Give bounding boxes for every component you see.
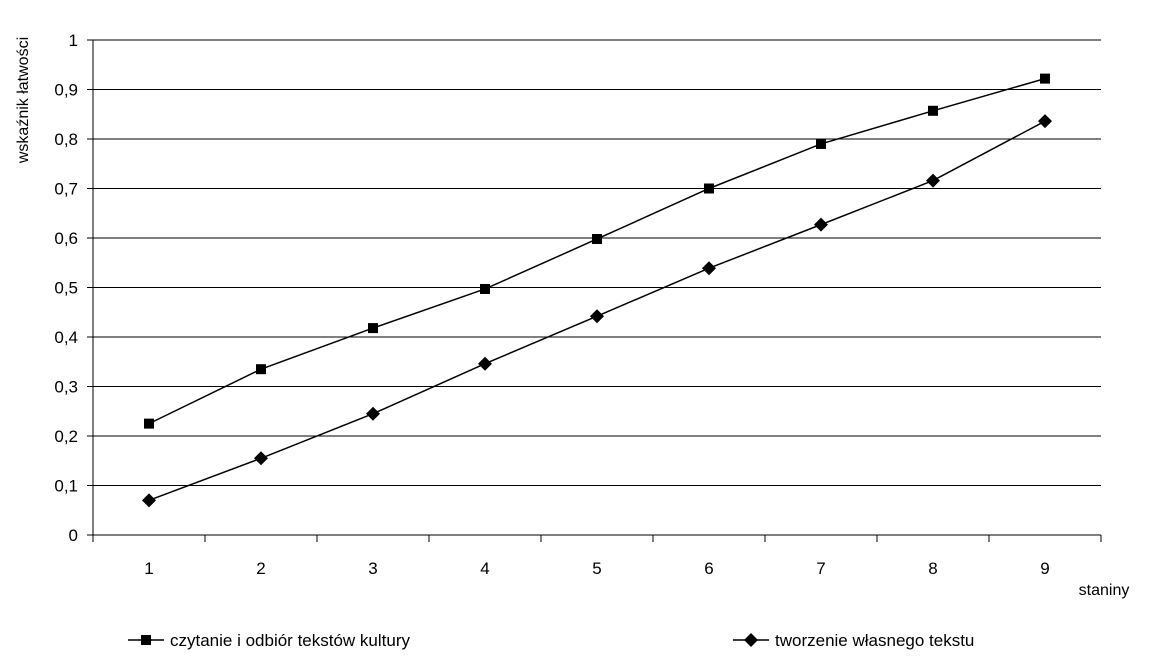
x-axis-title: staniny: [1079, 582, 1130, 599]
y-axis-title: wskaźnik łatwości: [15, 37, 32, 164]
square-marker: [256, 364, 266, 375]
y-tick-label: 0,2: [54, 427, 78, 446]
legend-label: czytanie i odbiór tekstów kultury: [170, 631, 410, 650]
square-marker: [144, 418, 154, 429]
grid-lines: [87, 39, 1101, 536]
y-tick-label: 0,1: [54, 477, 78, 496]
y-tick-label: 0,8: [54, 130, 78, 149]
x-tick-label: 8: [928, 559, 937, 578]
diamond-marker: [1038, 114, 1052, 129]
square-marker: [816, 138, 826, 149]
y-tick-label: 0: [69, 526, 78, 545]
y-tick-label: 0,5: [54, 279, 78, 298]
x-tick-label: 7: [816, 559, 825, 578]
x-tick-label: 4: [480, 559, 489, 578]
series-2: [142, 114, 1052, 508]
x-tick-label: 6: [704, 559, 713, 578]
y-tick-label: 1: [69, 31, 78, 50]
x-tick-label: 1: [144, 559, 153, 578]
diamond-marker: [478, 356, 492, 371]
y-tick-label: 0,4: [54, 328, 78, 347]
diamond-marker: [702, 261, 716, 276]
axes: [92, 40, 1102, 542]
diamond-marker: [254, 451, 268, 466]
legend-item-1: czytanie i odbiór tekstów kultury: [128, 631, 410, 650]
series-layer: [142, 73, 1052, 508]
square-marker: [480, 283, 490, 294]
y-tick-label: 0,6: [54, 229, 78, 248]
series-1: [144, 73, 1050, 429]
legend: czytanie i odbiór tekstów kultury tworzen…: [128, 631, 974, 650]
square-marker: [704, 183, 714, 194]
diamond-marker: [590, 309, 604, 324]
legend-item-2: tworzenie własnego tekstu: [733, 631, 974, 650]
diamond-marker: [926, 173, 940, 188]
x-tick-labels: 1 2 3 4 5 6 7 8 9: [144, 559, 1049, 578]
square-marker: [1040, 73, 1050, 84]
x-tick-label: 2: [256, 559, 265, 578]
square-marker: [368, 323, 378, 334]
legend-label: tworzenie własnego tekstu: [775, 631, 974, 650]
y-tick-label: 0,7: [54, 180, 78, 199]
y-tick-labels: 0 0,1 0,2 0,3 0,4 0,5 0,6 0,7 0,8 0,9 1: [54, 31, 78, 545]
diamond-marker: [142, 493, 156, 508]
x-tick-label: 3: [368, 559, 377, 578]
legend-square-marker: [141, 635, 151, 645]
diamond-marker: [814, 217, 828, 232]
x-tick-label: 5: [592, 559, 601, 578]
square-marker: [592, 233, 602, 244]
x-tick-label: 9: [1040, 559, 1049, 578]
y-tick-label: 0,3: [54, 378, 78, 397]
y-tick-label: 0,9: [54, 81, 78, 100]
diamond-marker: [366, 406, 380, 421]
series-line: [148, 77, 1046, 425]
square-marker: [928, 105, 938, 116]
legend-diamond-marker: [744, 633, 758, 647]
